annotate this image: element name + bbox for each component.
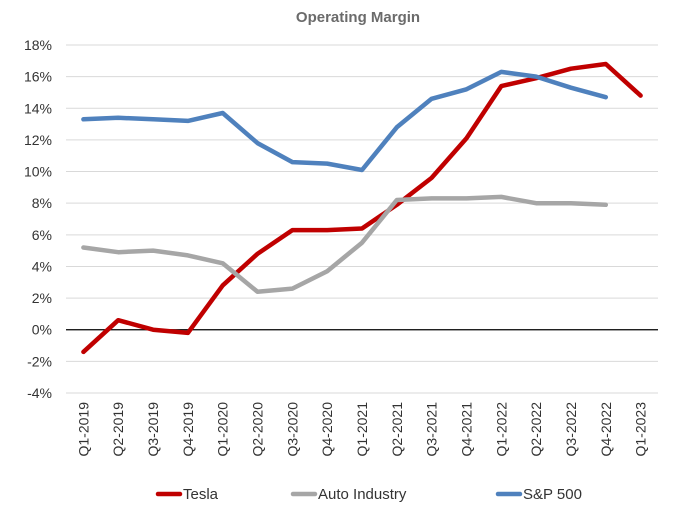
x-tick-label: Q4-2021 xyxy=(458,402,474,457)
legend-label-auto-industry: Auto Industry xyxy=(318,486,407,503)
x-tick-label: Q3-2021 xyxy=(424,402,440,457)
y-tick-label: 16% xyxy=(24,69,52,85)
x-tick-label: Q2-2022 xyxy=(528,402,544,457)
y-tick-label: -4% xyxy=(27,385,52,401)
x-tick-label: Q3-2019 xyxy=(145,402,161,457)
chart-title: Operating Margin xyxy=(296,9,420,26)
x-tick-label: Q2-2019 xyxy=(110,402,126,457)
y-tick-label: 8% xyxy=(32,195,52,211)
x-tick-label: Q3-2022 xyxy=(563,402,579,457)
series-line-tesla xyxy=(81,61,643,355)
x-tick-label: Q1-2021 xyxy=(354,402,370,457)
y-tick-label: -2% xyxy=(27,353,52,369)
y-tick-label: 6% xyxy=(32,227,52,243)
legend: Tesla Auto Industry S&P 500 xyxy=(155,486,582,503)
y-axis-ticks: -4% -2% 0% 2% 4% 6% 8% 10% 12% 14% 16% 18% xyxy=(24,37,52,401)
y-tick-label: 12% xyxy=(24,132,52,148)
legend-label-tesla: Tesla xyxy=(183,486,219,503)
x-tick-label: Q1-2022 xyxy=(493,402,509,457)
series-lines xyxy=(81,61,643,355)
series-line-auto-industry xyxy=(81,194,609,295)
y-tick-label: 14% xyxy=(24,100,52,116)
x-tick-label: Q4-2019 xyxy=(180,402,196,457)
legend-label-s-p-500: S&P 500 xyxy=(523,486,582,503)
y-tick-label: 4% xyxy=(32,258,52,274)
x-tick-label: Q1-2023 xyxy=(633,402,649,457)
x-tick-label: Q2-2020 xyxy=(250,402,266,457)
y-tick-label: 2% xyxy=(32,290,52,306)
x-tick-label: Q1-2020 xyxy=(215,402,231,457)
x-tick-label: Q4-2022 xyxy=(598,402,614,457)
x-tick-label: Q3-2020 xyxy=(284,402,300,457)
x-tick-label: Q4-2020 xyxy=(319,402,335,457)
y-tick-label: 10% xyxy=(24,164,52,180)
x-axis-ticks: Q1-2019 Q2-2019 Q3-2019 Q4-2019 Q1-2020 Q2-20… xyxy=(75,402,648,457)
y-tick-label: 0% xyxy=(32,322,52,338)
x-tick-label: Q1-2019 xyxy=(75,402,91,457)
series-line-s-p-500 xyxy=(81,69,609,173)
y-tick-label: 18% xyxy=(24,37,52,53)
x-tick-label: Q2-2021 xyxy=(389,402,405,457)
gridlines xyxy=(66,44,658,394)
